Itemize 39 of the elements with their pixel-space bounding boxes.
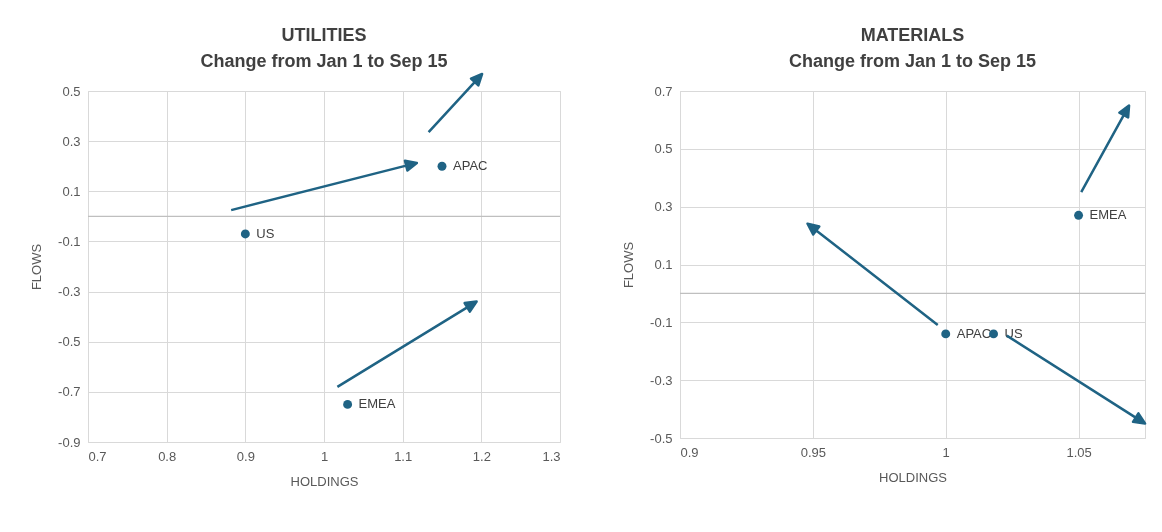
series-label: APAC xyxy=(453,158,488,174)
x-tick-label: 1.05 xyxy=(1066,444,1092,460)
y-tick-label: -0.7 xyxy=(58,384,81,400)
y-tick-label: -0.3 xyxy=(58,284,81,300)
y-tick-label: -0.1 xyxy=(58,233,81,249)
series-label: EMEA xyxy=(358,396,396,412)
y-tick-label: 0.1 xyxy=(654,257,673,272)
x-tick-label: 0.7 xyxy=(88,448,107,464)
y-tick-label: -0.5 xyxy=(58,334,81,350)
x-tick-label: 0.8 xyxy=(158,448,177,464)
y-tick-label: 0.3 xyxy=(654,199,673,215)
y-tick-label: -0.5 xyxy=(650,430,673,446)
series-label: US xyxy=(256,225,275,241)
chart-title: MATERIALS xyxy=(860,25,965,45)
y-tick-label: -0.9 xyxy=(58,434,81,450)
series-label: APAC xyxy=(956,325,992,341)
series-label: EMEA xyxy=(1089,207,1127,223)
y-tick-label: 0.5 xyxy=(654,141,673,157)
x-tick-label: 1.2 xyxy=(472,448,491,464)
x-axis-title: HOLDINGS xyxy=(290,473,359,489)
x-tick-label: 1.3 xyxy=(542,448,561,464)
x-tick-label: 0.9 xyxy=(680,444,699,460)
x-tick-label: 1.1 xyxy=(394,448,413,464)
x-tick-label: 0.9 xyxy=(236,448,255,464)
chart-subtitle: Change from Jan 1 to Sep 15 xyxy=(788,51,1037,71)
y-tick-label: -0.3 xyxy=(650,372,673,388)
y-axis-title: FLOWS xyxy=(29,243,45,291)
y-axis-title: FLOWS xyxy=(621,241,637,289)
y-tick-label: 0.7 xyxy=(654,83,673,99)
x-tick-label: 1 xyxy=(942,444,950,460)
y-tick-label: 0.5 xyxy=(62,83,81,99)
x-tick-label: 0.95 xyxy=(800,444,827,460)
y-tick-label: 0.3 xyxy=(62,133,81,149)
x-axis-title: HOLDINGS xyxy=(879,469,948,485)
y-tick-label: 0.1 xyxy=(62,183,81,199)
chart-subtitle: Change from Jan 1 to Sep 15 xyxy=(200,51,448,71)
x-tick-label: 1 xyxy=(320,448,329,464)
y-tick-label: -0.1 xyxy=(650,314,673,330)
chart-title: UTILITIES xyxy=(281,25,367,45)
